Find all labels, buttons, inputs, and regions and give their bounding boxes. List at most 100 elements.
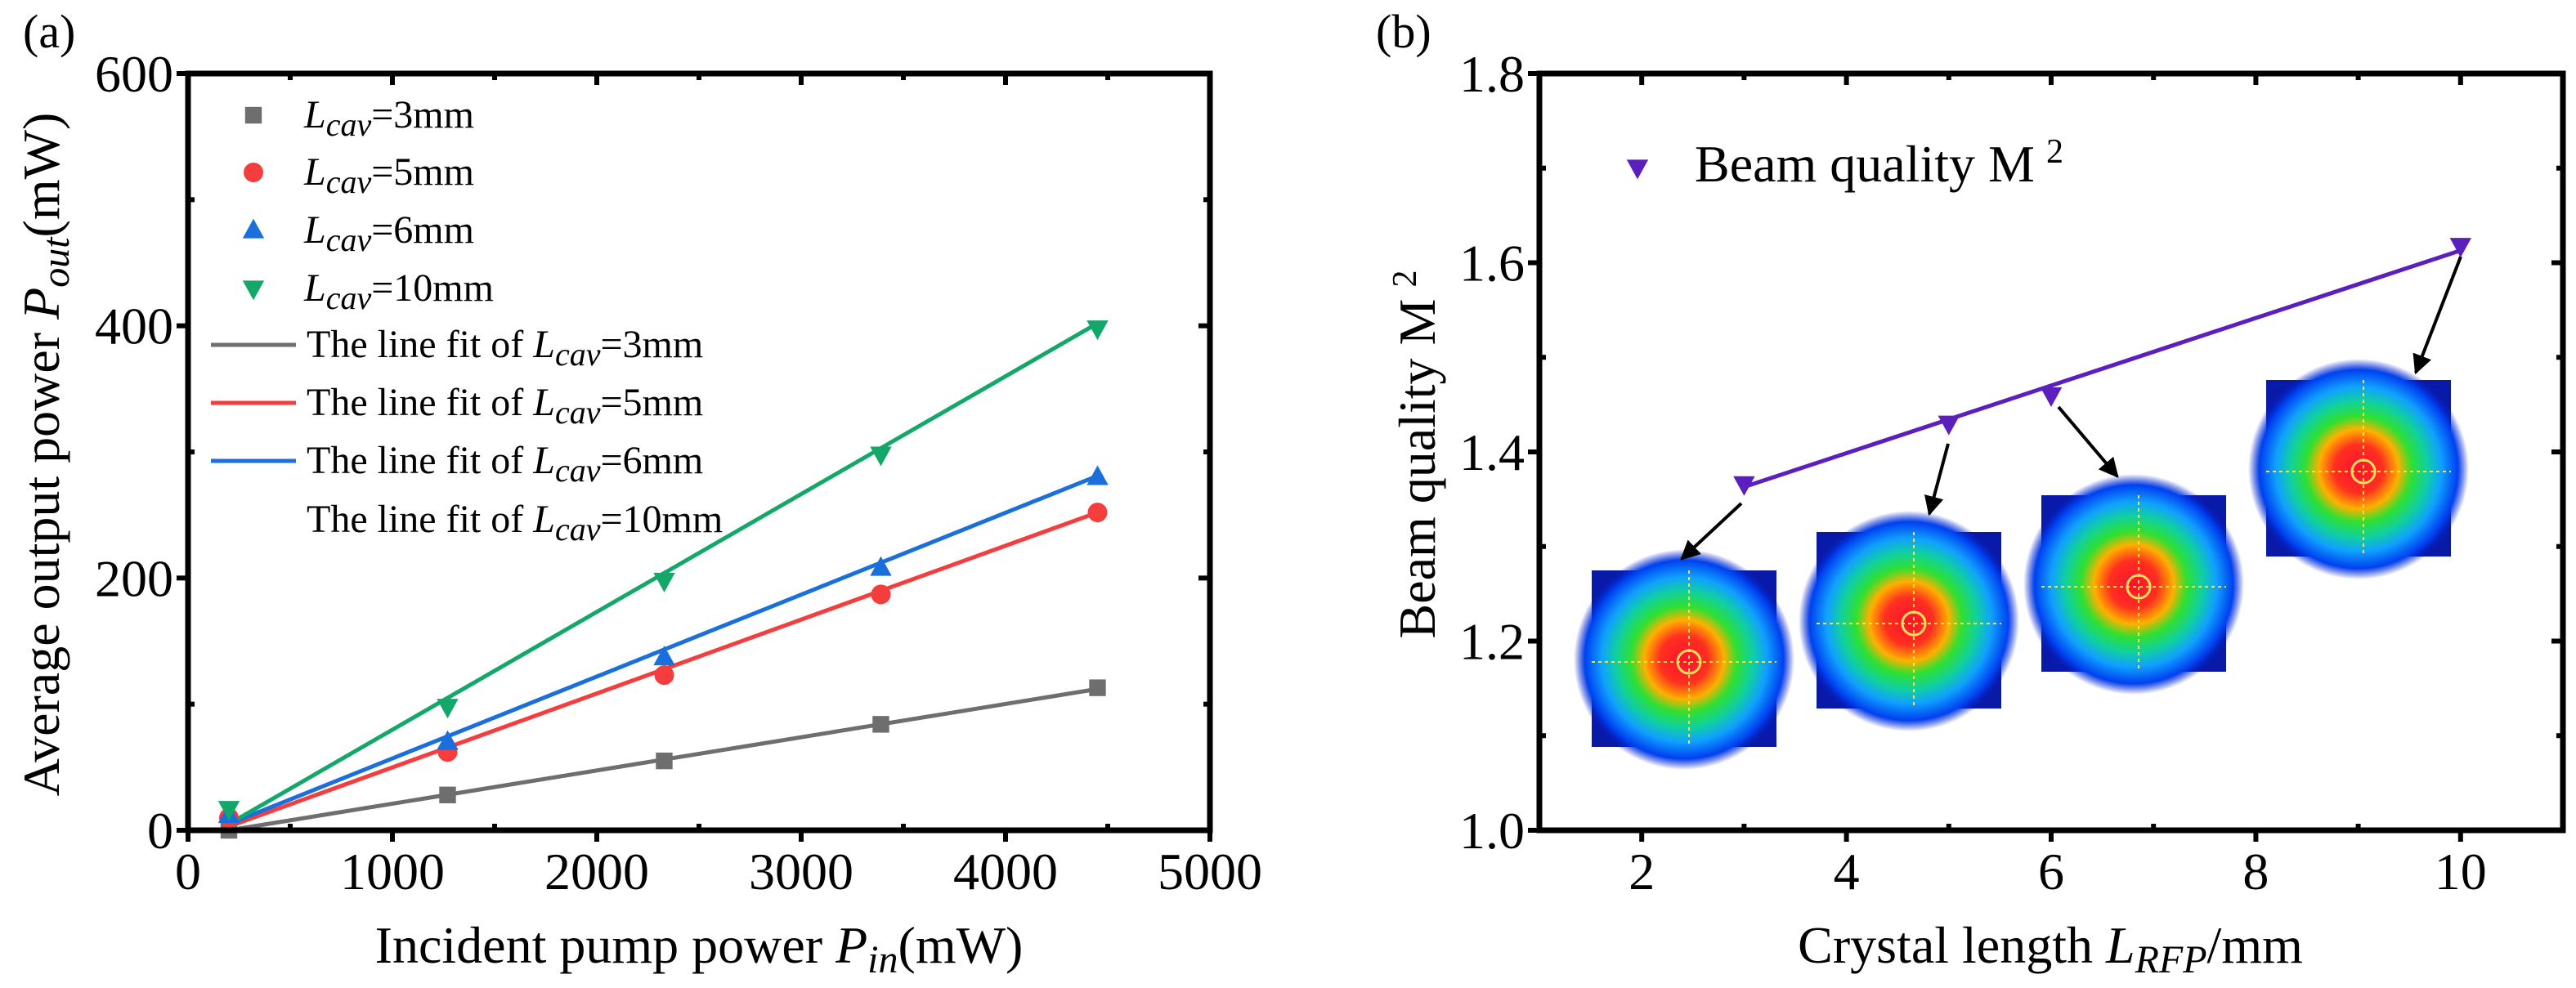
data-point-s3-3	[870, 446, 892, 467]
centroid-circle	[2126, 574, 2152, 600]
legend-symbol: L	[303, 208, 326, 252]
beam-spot	[1574, 549, 1794, 770]
legend-label: The line fit of Lcav=10mm	[307, 498, 723, 548]
data-point-s0-2	[656, 752, 673, 770]
legend-label: The line fit of Lcav=3mm	[307, 323, 703, 373]
x-axis-title: Crystal length LRFP/mm	[1798, 916, 2303, 981]
x-tick-label: 0	[175, 843, 201, 901]
legend-label: The line fit of Lcav=5mm	[307, 381, 703, 431]
x-tick-label: 8	[2242, 843, 2269, 901]
y-tick-label: 200	[95, 549, 173, 607]
legend-subscript: cav	[555, 394, 601, 431]
legend-label: The line fit of Lcav=6mm	[307, 439, 703, 489]
arrow	[1680, 502, 1743, 561]
legend-value: =5mm	[600, 381, 703, 424]
beam-profile-5mm	[1799, 511, 2019, 731]
x-tick-label: 5000	[1158, 843, 1262, 901]
panel-a: (a) 0 1000 2000 3000 4000 5000 0 200 400 600 Incide…	[12, 5, 1262, 981]
legend-subscript: cav	[326, 163, 372, 200]
data-point-s2-2	[653, 646, 675, 666]
legend-prefix: The line fit of	[307, 381, 533, 424]
legend-symbol: L	[303, 150, 326, 194]
x-tick-label: 4	[1834, 843, 1860, 901]
legend-value: =3mm	[600, 323, 703, 366]
data-point-3	[2449, 238, 2471, 258]
legend-prefix: The line fit of	[307, 439, 533, 482]
data-point-2	[2040, 387, 2063, 407]
y-tick-label: 400	[95, 297, 173, 355]
legend-value: =10mm	[371, 266, 494, 310]
legend-subscript: cav	[326, 106, 372, 143]
data-point-s2-4	[1086, 465, 1109, 485]
data-point-s0-1	[439, 786, 456, 803]
legend-subscript: cav	[326, 221, 372, 258]
legend-label: Lcav=6mm	[303, 208, 474, 258]
legend-marker	[1626, 159, 1649, 180]
data-point-s3-1	[437, 699, 459, 719]
data-point-s3-4	[1086, 320, 1109, 341]
data-point-s0-4	[1089, 679, 1106, 696]
panel-label: (b)	[1376, 5, 1431, 58]
x-tick-label: 2	[1628, 843, 1655, 901]
legend-marker	[242, 280, 265, 301]
data-point-s2-1	[437, 730, 459, 750]
legend-symbol: L	[303, 93, 326, 136]
legend-value: =5mm	[371, 150, 474, 194]
legend-label: Lcav=3mm	[303, 93, 474, 143]
y-tick-label: 1.0	[1459, 802, 1525, 860]
legend-subscript: cav	[555, 511, 601, 548]
legend-symbol: L	[532, 323, 555, 366]
data-point-s0-3	[872, 716, 889, 733]
data-point-s2-3	[870, 556, 892, 576]
x-axis-title: Incident pump power Pin(mW)	[375, 916, 1024, 981]
centroid-circle	[1676, 649, 1702, 675]
x-tick-label: 3000	[749, 843, 853, 901]
beam-spot	[2248, 359, 2469, 579]
beam-profile-6mm	[2023, 474, 2244, 695]
legend-value: =3mm	[371, 93, 474, 136]
legend-marker	[244, 163, 263, 182]
data-point-s3-2	[653, 572, 675, 592]
centroid-circle	[2350, 458, 2377, 485]
legend-symbol: L	[532, 498, 555, 541]
data-point-s3-0	[217, 801, 240, 821]
legend-subscript: cav	[326, 279, 372, 316]
y-tick-label: 0	[147, 802, 173, 860]
beam-profile-10mm	[2248, 359, 2469, 579]
y-axis-title: Beam quality M2	[1387, 270, 1446, 639]
x-tick-label: 1000	[340, 843, 445, 901]
arrow	[2057, 405, 2119, 478]
x-tick-label: 4000	[953, 843, 1058, 901]
beam-spot	[1799, 511, 2019, 731]
arrow	[2412, 256, 2462, 375]
data-point-s1-3	[871, 584, 891, 605]
data-point-0	[1733, 476, 1755, 496]
legend-label: Lcav=10mm	[303, 266, 494, 316]
y-tick-label: 1.8	[1459, 45, 1525, 103]
y-axis-title: Average output power Pout(mW)	[12, 113, 78, 797]
x-tick-label: 2000	[544, 843, 649, 901]
legend-value: =6mm	[371, 208, 474, 252]
legend-marker	[244, 106, 262, 124]
legend-symbol: L	[532, 439, 555, 482]
y-tick-label: 1.4	[1459, 423, 1525, 481]
x-tick-label: 6	[2038, 843, 2064, 901]
legend-subscript: cav	[555, 336, 601, 373]
x-tick-label: 10	[2435, 843, 2487, 901]
data-point-s1-2	[654, 665, 674, 686]
legend-marker	[242, 218, 265, 239]
y-tick-label: 1.6	[1459, 235, 1525, 293]
data-point-s1-4	[1087, 503, 1108, 523]
panel-label: (a)	[23, 5, 75, 58]
arrow	[1924, 443, 1950, 516]
y-tick-label: 1.2	[1459, 613, 1525, 671]
y-tick-label: 600	[95, 45, 173, 103]
legend-value: =10mm	[600, 498, 723, 541]
beam-profile-3mm	[1574, 549, 1794, 770]
legend-symbol: L	[303, 266, 326, 310]
fit-line	[1743, 248, 2462, 490]
